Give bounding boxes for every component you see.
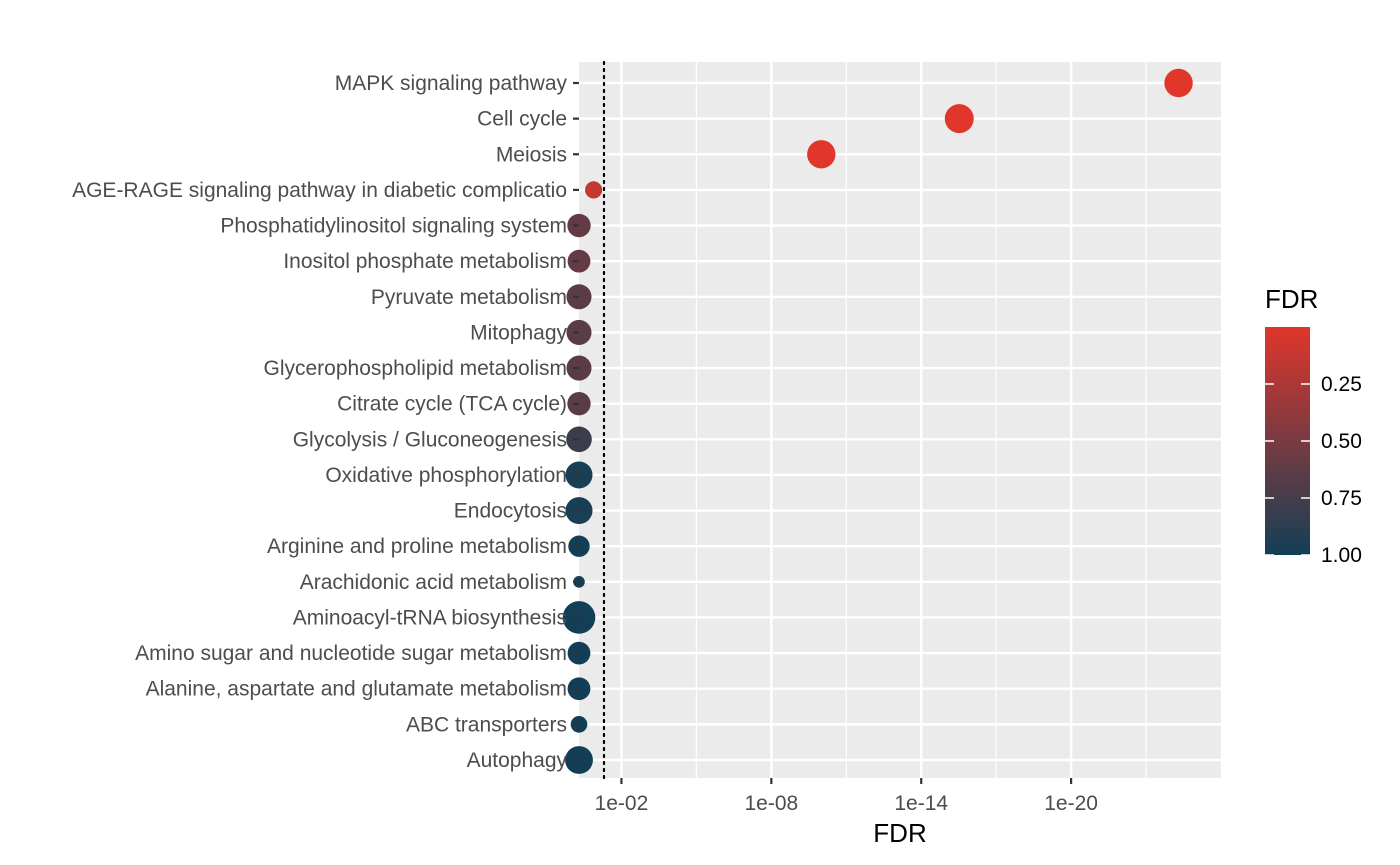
y-tick-label: Mitophagy — [470, 321, 567, 344]
y-tick-label: Citrate cycle (TCA cycle) — [337, 393, 567, 416]
y-tick-label: Glycolysis / Gluconeogenesis — [293, 428, 567, 451]
x-tick-label: 1e-20 — [1044, 792, 1098, 815]
x-axis: 1e-02 1e-08 1e-14 1e-20 — [595, 778, 1098, 815]
y-tick-label: Arginine and proline metabolism — [267, 535, 567, 558]
grid-lines — [579, 62, 1221, 778]
y-tick-label: Glycerophospholipid metabolism — [264, 357, 568, 380]
point-age-rage-signaling-pathway-in-diabetic-complicatio — [585, 181, 603, 199]
plot-panel — [579, 62, 1221, 778]
point-meiosis — [807, 140, 836, 169]
y-tick-label: ABC transporters — [406, 713, 567, 736]
point-mapk-signaling-pathway — [1164, 68, 1193, 98]
legend-tick-label: 0.25 — [1321, 373, 1362, 396]
y-tick-label: Autophagy — [467, 749, 568, 772]
y-tick-label: MAPK signaling pathway — [335, 72, 568, 95]
point-cell-cycle — [944, 104, 974, 134]
x-tick-label: 1e-02 — [595, 792, 649, 815]
color-legend: FDR 0.25 0.50 0.75 1.00 — [1265, 284, 1362, 567]
y-tick-label: Alanine, aspartate and glutamate metabol… — [146, 678, 567, 701]
y-tick-label: Aminoacyl-tRNA biosynthesis — [293, 606, 567, 629]
legend-tick-label: 1.00 — [1321, 544, 1362, 567]
y-tick-label: Oxidative phosphorylation — [325, 464, 567, 487]
y-tick-label: Amino sugar and nucleotide sugar metabol… — [135, 642, 567, 665]
legend-tick-label: 0.75 — [1321, 487, 1362, 510]
legend-ticks: 0.25 0.50 0.75 1.00 — [1265, 373, 1362, 567]
y-tick-label: Meiosis — [496, 143, 567, 166]
y-tick-label: Pyruvate metabolism — [371, 286, 567, 309]
y-axis: MAPK signaling pathway Cell cycle Meiosis A… — [72, 72, 579, 772]
y-tick-label: Cell cycle — [477, 108, 567, 131]
legend-tick-label: 0.50 — [1321, 430, 1362, 453]
y-tick-label: AGE-RAGE signaling pathway in diabetic c… — [72, 179, 567, 202]
x-axis-title: FDR — [873, 818, 926, 848]
x-tick-label: 1e-14 — [894, 792, 948, 815]
y-tick-label: Endocytosis — [454, 500, 567, 523]
legend-title: FDR — [1265, 284, 1318, 314]
y-tick-label: Phosphatidylinositol signaling system — [220, 215, 567, 238]
y-tick-label: Inositol phosphate metabolism — [283, 250, 567, 273]
y-tick-label: Arachidonic acid metabolism — [300, 571, 567, 594]
x-tick-label: 1e-08 — [744, 792, 798, 815]
